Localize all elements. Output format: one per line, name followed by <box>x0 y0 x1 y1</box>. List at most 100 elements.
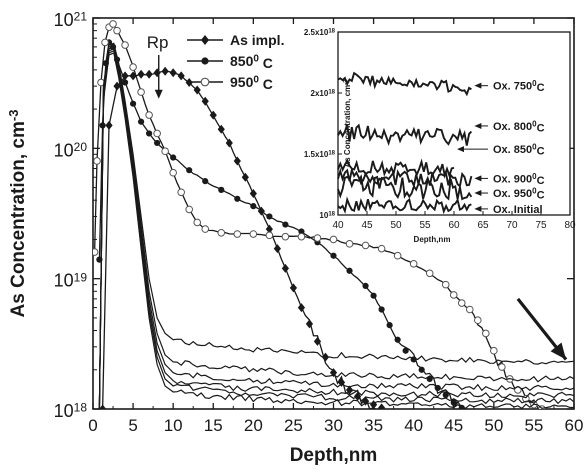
legend-marker <box>201 35 209 45</box>
data-point-950-c <box>409 260 418 268</box>
inset-series-ox-950-c <box>337 174 473 201</box>
data-point-as-impl <box>305 319 314 329</box>
inset-series-label: Ox. Initial <box>493 204 543 216</box>
inset-y-tick-label: 1018 <box>319 211 335 220</box>
inset-series-label: Ox. 8000C <box>493 119 545 134</box>
x-tick-label: 50 <box>484 416 503 435</box>
data-point-950-c <box>345 240 354 248</box>
data-point-950-c <box>193 218 202 227</box>
y-tick-label: 1021 <box>54 10 88 30</box>
x-tick-label: 10 <box>164 416 183 435</box>
data-point-850-c <box>146 130 153 137</box>
inset-y-tick-label: 2x1018 <box>311 89 336 98</box>
inset-series-label: Ox. 9000C <box>493 172 545 187</box>
data-point-950-c <box>153 129 161 138</box>
data-point-850-c <box>362 282 369 290</box>
inset-x-tick-label: 60 <box>448 220 460 231</box>
data-point-950-c <box>101 38 109 47</box>
inset-label-arrowhead <box>474 190 482 197</box>
data-point-950-c <box>161 147 169 156</box>
data-point-950-c <box>93 157 101 165</box>
y-axis-label: As Concentration, cm-3 <box>6 110 29 318</box>
inset-x-tick-label: 40 <box>332 220 344 231</box>
data-point-950-c <box>490 346 498 355</box>
x-tick-label: 5 <box>128 416 137 435</box>
data-point-950-c <box>265 231 274 240</box>
inset-series-ox-850-c <box>337 158 455 179</box>
data-point-850-c <box>402 347 409 354</box>
data-point-950-c <box>217 228 226 237</box>
data-point-as-impl <box>297 303 306 313</box>
data-point-950-c <box>93 248 99 256</box>
x-tick-label: 20 <box>244 416 263 435</box>
data-point-950-c <box>169 168 177 177</box>
inset-series-ox-900-c <box>337 166 473 189</box>
data-point-850-c <box>370 292 377 299</box>
data-point-as-impl <box>289 283 298 293</box>
x-tick-label: 0 <box>88 416 97 435</box>
trend-arrow-head <box>550 342 566 360</box>
data-point-as-impl <box>329 368 338 378</box>
y-tick-label: 1018 <box>54 401 88 421</box>
inset-x-tick-label: 75 <box>535 220 547 231</box>
data-point-as-impl <box>201 96 209 106</box>
x-tick-label: 60 <box>565 416 584 435</box>
data-point-as-impl <box>145 69 153 79</box>
x-axis-label: Depth,nm <box>290 445 378 466</box>
legend-marker <box>201 57 209 65</box>
inset-series-label: Ox. 9500C <box>493 186 545 201</box>
inset-label-arrowhead <box>474 175 482 182</box>
inset-plot-frame <box>337 31 571 216</box>
data-point-950-c <box>449 291 458 299</box>
y-tick-label: 1019 <box>54 270 88 290</box>
data-point-950-c <box>425 269 434 278</box>
data-point-950-c <box>377 244 386 253</box>
data-point-as-impl <box>169 68 177 78</box>
series-line-ox-850-c <box>98 46 574 409</box>
data-point-850-c <box>442 391 449 399</box>
data-point-850-c <box>298 228 305 235</box>
x-tick-label: 15 <box>204 416 223 435</box>
inset-x-tick-label: 65 <box>477 220 489 231</box>
data-point-as-impl <box>265 224 273 234</box>
x-tick-label: 25 <box>284 416 303 435</box>
data-point-850-c <box>330 252 337 259</box>
inset-series-group <box>337 71 473 215</box>
data-point-850-c <box>386 322 393 329</box>
data-point-as-impl <box>193 85 201 95</box>
data-point-as-impl <box>281 263 289 273</box>
x-tick-label: 30 <box>324 416 343 435</box>
inset-label-arrowhead <box>474 205 482 212</box>
data-point-as-impl <box>369 400 378 409</box>
legend-label: As impl. <box>230 32 284 48</box>
data-point-850-c <box>186 167 193 174</box>
data-point-950-c <box>145 111 153 119</box>
data-point-950-c <box>137 88 145 96</box>
data-point-950-c <box>474 316 482 325</box>
inset-x-tick-label: 45 <box>361 220 373 231</box>
data-point-as-impl <box>209 110 217 120</box>
data-point-950-c <box>121 41 129 49</box>
data-point-950-c <box>329 235 338 244</box>
data-point-950-c <box>177 188 185 197</box>
y-tick-label: 1020 <box>54 140 88 160</box>
series-line-ox-900-c <box>98 47 574 409</box>
main-series-group <box>93 20 574 409</box>
data-point-as-impl <box>241 172 249 182</box>
data-point-as-impl <box>313 336 322 346</box>
inset-series-label: Ox. 7500C <box>493 79 545 94</box>
series-line-ox-initial <box>98 52 574 409</box>
data-point-as-impl <box>249 189 257 199</box>
inset-series-label: Ox. 8500C <box>493 143 545 158</box>
data-point-950-c <box>498 363 506 371</box>
data-point-850-c <box>378 306 385 313</box>
data-point-950-c <box>441 280 450 289</box>
data-point-850-c <box>450 399 457 406</box>
legend-marker <box>200 77 210 87</box>
data-point-950-c <box>393 251 402 260</box>
data-point-as-impl <box>273 244 281 254</box>
inset-y-tick-label: 2.5x1018 <box>304 28 336 37</box>
inset-series-ox-800-c <box>337 123 473 147</box>
data-point-950-c <box>297 232 306 241</box>
